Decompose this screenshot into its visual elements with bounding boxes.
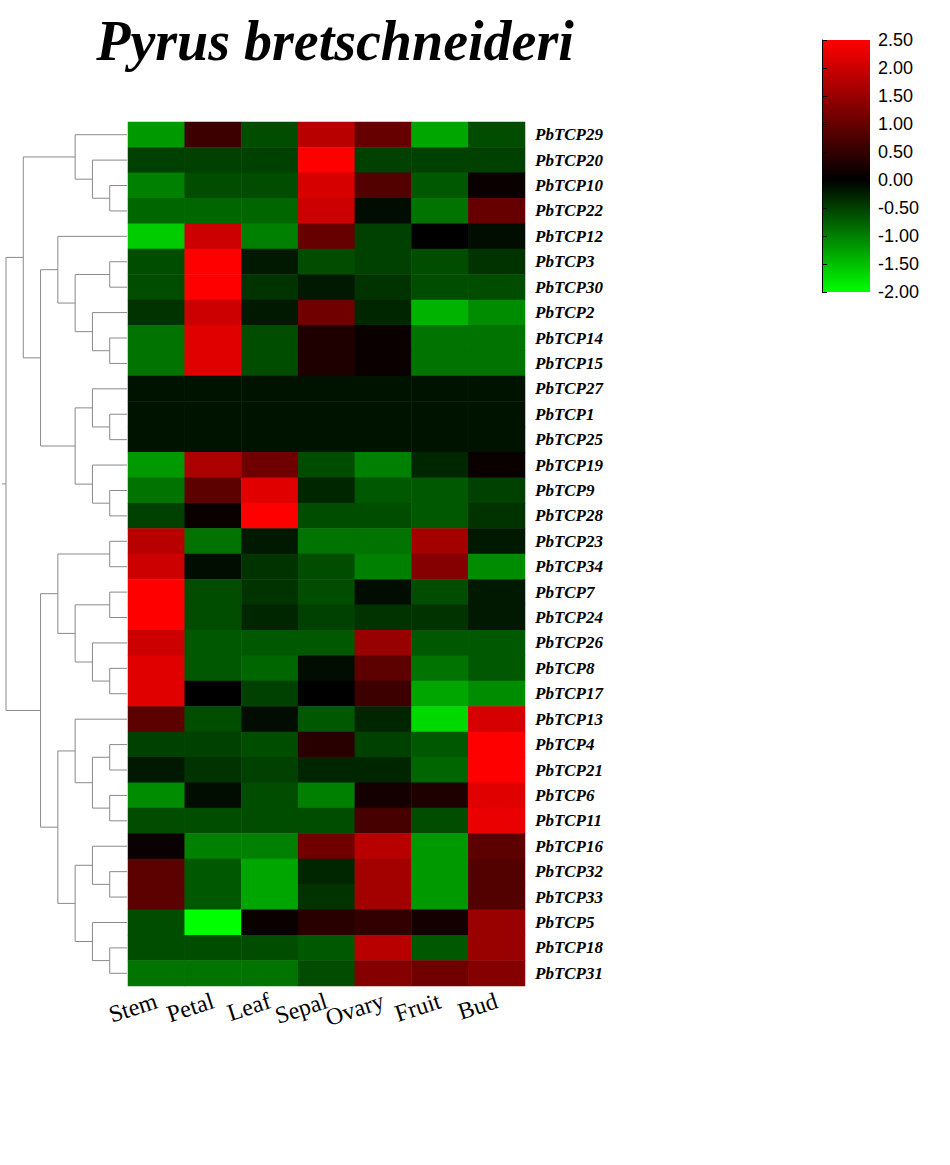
svg-text:1.00: 1.00 — [878, 114, 913, 134]
svg-text:PbTCP28: PbTCP28 — [534, 506, 603, 525]
svg-text:PbTCP33: PbTCP33 — [534, 888, 603, 907]
svg-text:PbTCP14: PbTCP14 — [534, 329, 603, 348]
svg-text:-1.00: -1.00 — [878, 226, 919, 246]
svg-text:PbTCP34: PbTCP34 — [534, 557, 603, 576]
svg-text:PbTCP10: PbTCP10 — [534, 176, 603, 195]
svg-text:Leaf: Leaf — [224, 988, 274, 1026]
svg-text:PbTCP9: PbTCP9 — [534, 481, 595, 500]
svg-text:Ovary: Ovary — [322, 988, 387, 1031]
svg-text:Sepal: Sepal — [271, 987, 331, 1029]
svg-text:PbTCP18: PbTCP18 — [534, 938, 603, 957]
svg-text:Petal: Petal — [163, 988, 217, 1028]
svg-text:PbTCP24: PbTCP24 — [534, 608, 603, 627]
svg-text:PbTCP4: PbTCP4 — [534, 735, 595, 754]
svg-text:PbTCP25: PbTCP25 — [534, 430, 603, 449]
svg-text:PbTCP29: PbTCP29 — [534, 125, 603, 144]
svg-text:PbTCP12: PbTCP12 — [534, 227, 603, 246]
svg-text:2.00: 2.00 — [878, 58, 913, 78]
svg-text:PbTCP19: PbTCP19 — [534, 456, 603, 475]
svg-text:PbTCP26: PbTCP26 — [534, 633, 603, 652]
svg-text:Bud: Bud — [455, 988, 501, 1025]
svg-text:PbTCP5: PbTCP5 — [534, 913, 595, 932]
svg-text:PbTCP11: PbTCP11 — [534, 811, 602, 830]
svg-text:PbTCP31: PbTCP31 — [534, 964, 603, 983]
svg-text:-1.50: -1.50 — [878, 254, 919, 274]
svg-text:PbTCP22: PbTCP22 — [534, 201, 603, 220]
svg-text:2.50: 2.50 — [878, 30, 913, 50]
svg-text:0.00: 0.00 — [878, 170, 913, 190]
svg-text:Pyrus bretschneideri: Pyrus bretschneideri — [95, 10, 574, 72]
svg-text:-2.00: -2.00 — [878, 282, 919, 302]
svg-text:PbTCP8: PbTCP8 — [534, 659, 595, 678]
svg-text:PbTCP15: PbTCP15 — [534, 354, 603, 373]
svg-text:PbTCP21: PbTCP21 — [534, 761, 603, 780]
svg-text:0.50: 0.50 — [878, 142, 913, 162]
svg-text:PbTCP17: PbTCP17 — [534, 684, 604, 703]
svg-text:PbTCP27: PbTCP27 — [534, 379, 604, 398]
svg-text:Fruit: Fruit — [392, 988, 445, 1027]
svg-text:Stem: Stem — [105, 988, 160, 1028]
svg-text:PbTCP2: PbTCP2 — [534, 303, 595, 322]
svg-text:1.50: 1.50 — [878, 86, 913, 106]
svg-text:PbTCP30: PbTCP30 — [534, 278, 603, 297]
svg-text:PbTCP20: PbTCP20 — [534, 151, 603, 170]
svg-text:PbTCP32: PbTCP32 — [534, 862, 603, 881]
svg-text:PbTCP3: PbTCP3 — [534, 252, 595, 271]
svg-text:PbTCP13: PbTCP13 — [534, 710, 603, 729]
svg-text:-0.50: -0.50 — [878, 198, 919, 218]
svg-text:PbTCP16: PbTCP16 — [534, 837, 603, 856]
svg-text:PbTCP6: PbTCP6 — [534, 786, 595, 805]
svg-text:PbTCP7: PbTCP7 — [534, 583, 596, 602]
svg-text:PbTCP23: PbTCP23 — [534, 532, 603, 551]
svg-text:PbTCP1: PbTCP1 — [534, 405, 595, 424]
